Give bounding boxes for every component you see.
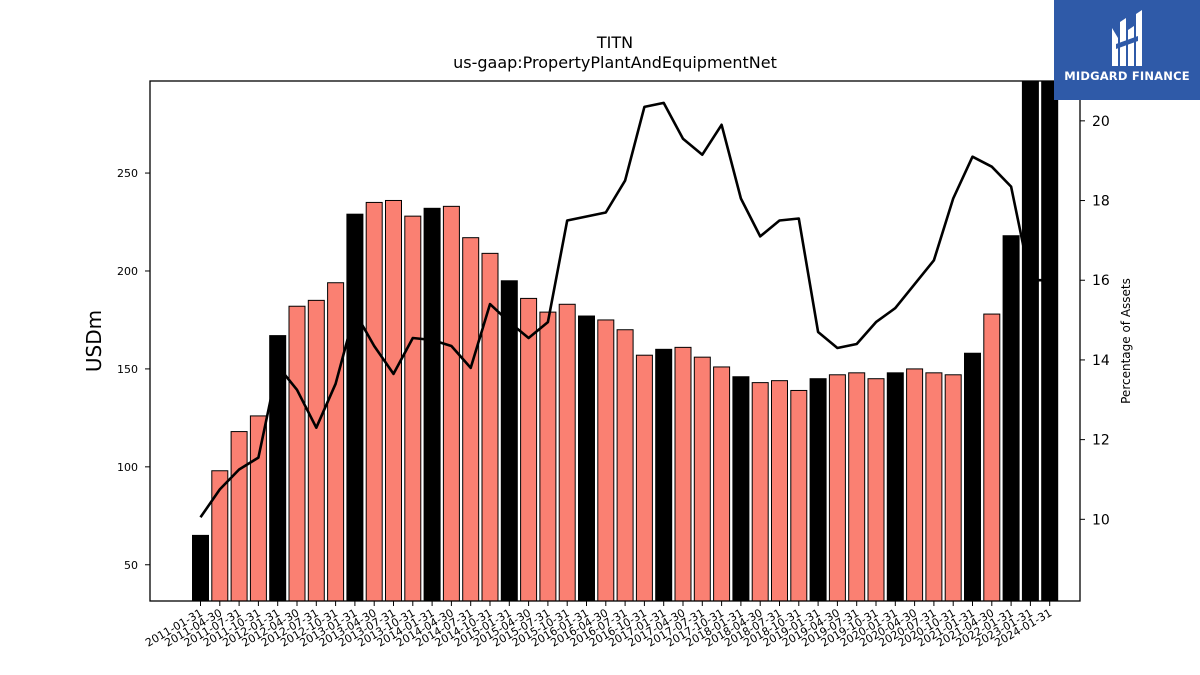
bar (230, 431, 248, 602)
bar (751, 382, 769, 602)
bar (365, 201, 383, 602)
midgard-logo-icon (1112, 10, 1142, 66)
bar-series (192, 80, 1059, 602)
bar (828, 374, 846, 602)
plot-frame (149, 80, 1081, 602)
bar (906, 368, 924, 602)
bar (346, 213, 364, 602)
bar (1021, 80, 1039, 602)
y2-tick-label: 14 (1092, 353, 1110, 369)
line-series (199, 101, 1050, 519)
bar (597, 319, 615, 602)
bar (385, 199, 402, 602)
brand-name: MIDGARD FINANCE (1064, 69, 1190, 83)
y2-tick-label: 16 (1092, 273, 1110, 289)
line-path (199, 101, 1050, 519)
bar (693, 356, 711, 602)
bar (269, 335, 287, 602)
bar (520, 297, 538, 602)
y2-axis-label: Percentage of Assets (1119, 278, 1133, 404)
y-tick-label: 200 (117, 265, 138, 278)
bar (867, 378, 885, 602)
bar (462, 237, 480, 602)
bar (674, 346, 692, 602)
bar (616, 329, 634, 602)
bar (192, 534, 209, 602)
bar (539, 311, 557, 602)
bar (1041, 80, 1059, 602)
bar (732, 376, 750, 602)
bar (288, 305, 306, 602)
y-axis-label: USDm (82, 310, 106, 372)
bar (500, 280, 518, 602)
y-tick-label: 50 (124, 559, 138, 572)
bar (790, 389, 808, 602)
bar (944, 374, 962, 602)
bar (404, 215, 422, 602)
bar (655, 348, 673, 602)
bar (925, 372, 943, 602)
bar (423, 207, 441, 602)
bar (442, 205, 460, 602)
chart-subtitle: us-gaap:PropertyPlantAndEquipmentNet (453, 53, 777, 72)
bar (886, 372, 904, 602)
bar (578, 315, 595, 602)
bar (558, 303, 576, 602)
y2-tick-label: 10 (1092, 512, 1110, 528)
y2-tick-label: 12 (1092, 433, 1110, 449)
bar (848, 372, 866, 602)
bar (964, 352, 981, 602)
bar (809, 378, 827, 602)
bar (713, 366, 731, 602)
y2-tick-label: 20 (1092, 114, 1110, 130)
bar (1002, 235, 1020, 602)
bar (983, 313, 1001, 602)
brand-logo: MIDGARD FINANCE (1054, 0, 1200, 100)
bar (771, 380, 788, 602)
bar (327, 282, 345, 602)
chart-title: TITN (596, 33, 633, 52)
y-tick-label: 250 (117, 167, 138, 180)
y-tick-label: 150 (117, 363, 138, 376)
bar (635, 354, 653, 602)
bar (249, 415, 267, 602)
bar (307, 299, 325, 602)
y2-tick-label: 18 (1092, 194, 1110, 210)
y-tick-label: 100 (117, 461, 138, 474)
